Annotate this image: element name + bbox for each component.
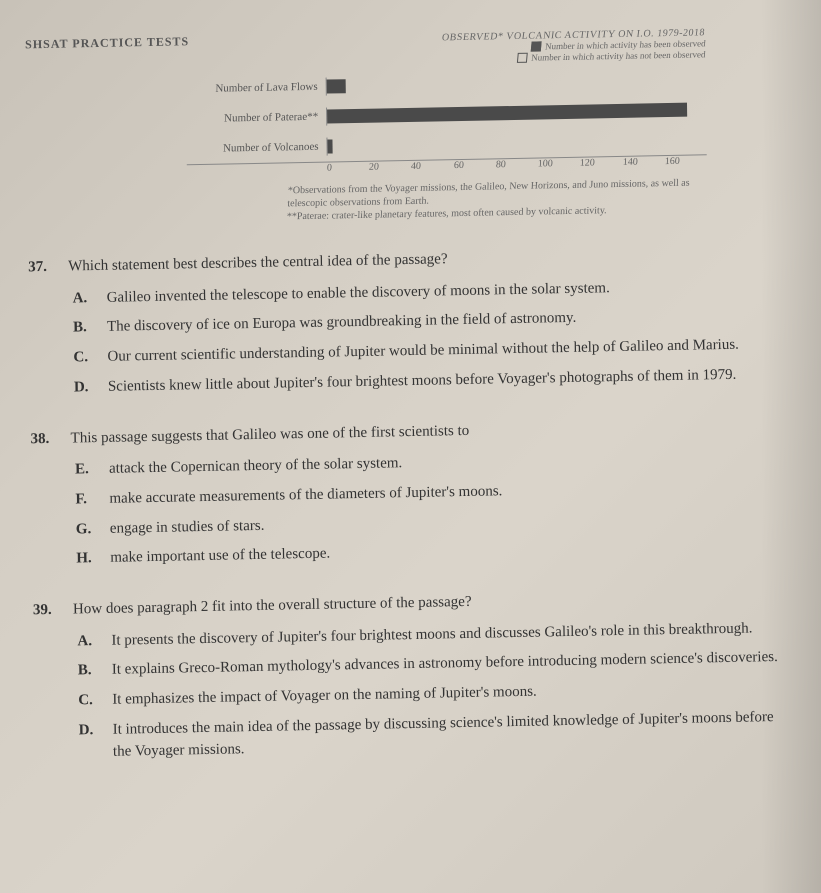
choice: A. Galileo invented the telescope to enab… [73,274,780,309]
choice: D.It introduces the main idea of the pas… [79,707,786,764]
choice-text: The discovery of ice on Europa was groun… [107,308,577,339]
choice-letter: C. [73,347,95,369]
chart-bars: Number of Lava Flows Number of Paterae** N… [186,65,707,165]
bar-fill [327,79,346,93]
choice-letter: D. [79,720,102,764]
bar-label: Number of Volcanoes [186,141,326,156]
question: 38. This passage suggests that Galileo wa… [30,413,783,571]
legend-label: Number in which activity has not been ob… [531,49,706,62]
choice: E. attack the Copernican theory of the so… [75,446,782,481]
question-stem: 37. Which statement best describes the ce… [28,242,779,279]
choice-text: It introduces the main idea of the passa… [113,707,786,763]
choices: E. attack the Copernican theory of the so… [31,446,783,571]
choice-text: It presents the discovery of Jupiter's f… [111,618,752,652]
choice-letter: B. [78,660,100,682]
axis-tick: 100 [538,158,581,170]
question: 37. Which statement best describes the ce… [28,242,781,400]
choice: C. Our current scientific understanding o… [73,334,780,369]
question-text: Which statement best describes the centr… [68,248,448,278]
axis-tick: 120 [580,157,623,169]
choice-letter: H. [76,548,98,570]
choice-text: It emphasizes the impact of Voyager on t… [112,682,537,712]
choice: F. make accurate measurements of the diam… [75,476,782,511]
choice-text: engage in studies of stars. [110,515,265,540]
choice-text: make important use of the telescope. [110,544,330,570]
choice-text: make accurate measurements of the diamet… [109,481,502,510]
choice: A. It presents the discovery of Jupiter's… [77,617,784,652]
question-text: This passage suggests that Galileo was o… [70,419,469,449]
choice-letter: E. [75,459,97,481]
axis-tick: 60 [453,159,496,171]
bar-label: Number of Lava Flows [186,81,326,96]
legend-swatch-icon [517,53,528,63]
chart: OBSERVED* VOLCANIC ACTIVITY ON I.O. 1979… [185,27,708,225]
choice: C. It emphasizes the impact of Voyager on… [78,677,785,712]
question-stem: 38. This passage suggests that Galileo wa… [30,413,781,450]
axis-tick: 160 [664,155,707,167]
choice-text: Galileo invented the telescope to enable… [107,278,610,309]
choice: G. engage in studies of stars. [76,505,783,540]
choice: D. Scientists knew little about Jupiter's… [74,364,781,399]
choices: A. It presents the discovery of Jupiter's… [33,617,786,764]
axis-tick: 40 [411,160,454,172]
choice-letter: D. [74,377,96,399]
choice-letter: A. [73,288,95,310]
bar-track [326,130,706,155]
axis-tick: 140 [622,156,665,168]
question-number: 37. [28,256,56,279]
choice: B. The discovery of ice on Europa was gro… [73,304,780,339]
question-number: 38. [30,427,58,450]
legend-swatch-icon [530,41,541,51]
question-text: How does paragraph 2 fit into the overal… [73,591,472,621]
question-number: 39. [33,599,61,622]
choice-letter: C. [78,690,100,712]
bar-track [326,100,706,125]
choice-text: attack the Copernican theory of the sola… [109,453,403,480]
choice-letter: B. [73,317,95,339]
chart-footnote: *Observations from the Voyager missions,… [287,176,708,223]
choice-letter: G. [76,519,98,541]
question: 39. How does paragraph 2 fit into the ove… [33,585,786,765]
bar-fill [327,103,687,124]
bar-fill [327,139,332,153]
choice-text: It explains Greco-Roman mythology's adva… [112,647,778,682]
bar-track [326,70,706,95]
choice-letter: F. [75,489,97,511]
choice: H. make important use of the telescope. [76,535,783,570]
axis-tick: 80 [495,159,538,171]
axis-tick: 0 [327,162,370,174]
choice-text: Our current scientific understanding of … [107,335,739,369]
choices: A. Galileo invented the telescope to enab… [29,274,781,399]
choice-text: Scientists knew little about Jupiter's f… [108,364,737,398]
choice: B. It explains Greco-Roman mythology's ad… [78,647,785,682]
bar-label: Number of Paterae** [186,111,326,126]
question-stem: 39. How does paragraph 2 fit into the ove… [33,585,784,622]
choice-letter: A. [77,631,99,653]
axis-tick: 20 [369,161,412,173]
